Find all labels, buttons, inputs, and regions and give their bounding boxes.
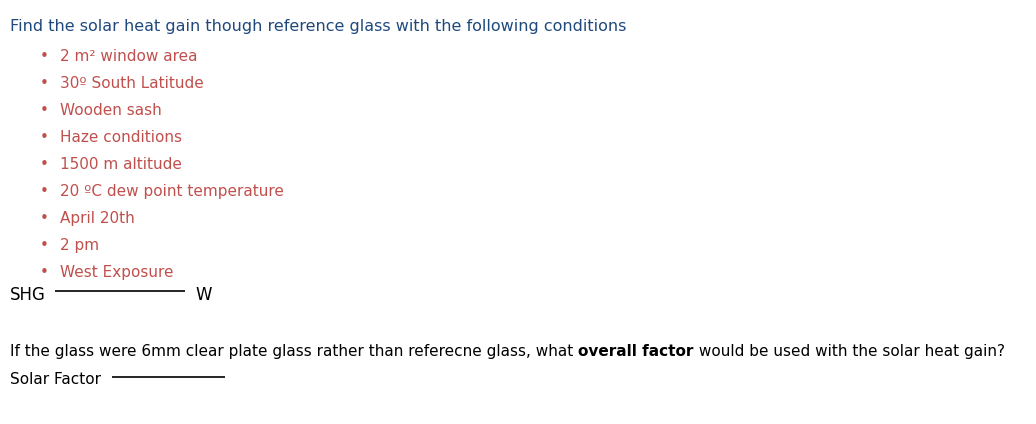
Text: •: • xyxy=(40,238,49,253)
Text: would be used with the solar heat gain?: would be used with the solar heat gain? xyxy=(693,344,1005,359)
Text: 2 m² window area: 2 m² window area xyxy=(60,49,198,64)
Text: Wooden sash: Wooden sash xyxy=(60,103,162,118)
Text: •: • xyxy=(40,130,49,145)
Text: 30º South Latitude: 30º South Latitude xyxy=(60,76,204,91)
Text: If the glass were 6mm clear plate glass rather than referecne glass, what: If the glass were 6mm clear plate glass … xyxy=(10,344,578,359)
Text: April 20th: April 20th xyxy=(60,211,135,226)
Text: •: • xyxy=(40,265,49,280)
Text: •: • xyxy=(40,49,49,64)
Text: Solar Factor: Solar Factor xyxy=(10,372,100,387)
Text: overall factor: overall factor xyxy=(578,344,693,359)
Text: •: • xyxy=(40,103,49,118)
Text: 1500 m altitude: 1500 m altitude xyxy=(60,157,182,172)
Text: •: • xyxy=(40,211,49,226)
Text: West Exposure: West Exposure xyxy=(60,265,173,280)
Text: Haze conditions: Haze conditions xyxy=(60,130,182,145)
Text: SHG: SHG xyxy=(10,286,46,304)
Text: W: W xyxy=(195,286,211,304)
Text: Find the solar heat gain though reference glass with the following conditions: Find the solar heat gain though referenc… xyxy=(10,19,627,34)
Text: •: • xyxy=(40,76,49,91)
Text: •: • xyxy=(40,184,49,199)
Text: 2 pm: 2 pm xyxy=(60,238,99,253)
Text: •: • xyxy=(40,157,49,172)
Text: 20 ºC dew point temperature: 20 ºC dew point temperature xyxy=(60,184,284,199)
